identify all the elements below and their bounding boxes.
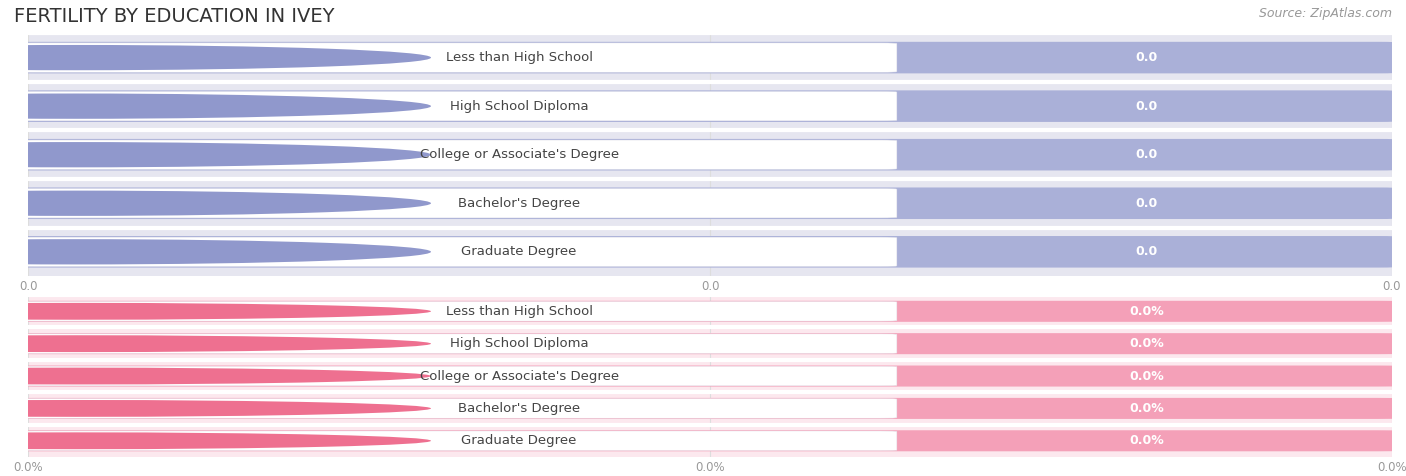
- Text: Graduate Degree: Graduate Degree: [461, 245, 576, 258]
- FancyBboxPatch shape: [14, 366, 1399, 387]
- Circle shape: [0, 367, 432, 385]
- Text: College or Associate's Degree: College or Associate's Degree: [419, 369, 619, 383]
- Text: Less than High School: Less than High School: [446, 51, 592, 64]
- Circle shape: [0, 93, 432, 119]
- FancyBboxPatch shape: [18, 43, 897, 72]
- Text: 0.0: 0.0: [1135, 197, 1157, 210]
- FancyBboxPatch shape: [14, 398, 1399, 419]
- Circle shape: [0, 190, 432, 216]
- Text: 0.0%: 0.0%: [1129, 369, 1164, 383]
- Circle shape: [0, 432, 432, 449]
- FancyBboxPatch shape: [14, 139, 1399, 170]
- FancyBboxPatch shape: [14, 430, 1399, 451]
- FancyBboxPatch shape: [14, 333, 1399, 354]
- Text: High School Diploma: High School Diploma: [450, 337, 588, 350]
- FancyBboxPatch shape: [18, 334, 897, 354]
- Circle shape: [0, 239, 432, 265]
- Circle shape: [0, 142, 432, 168]
- Text: 0.0: 0.0: [1135, 148, 1157, 161]
- FancyBboxPatch shape: [18, 188, 897, 218]
- FancyBboxPatch shape: [18, 140, 897, 169]
- Text: Bachelor's Degree: Bachelor's Degree: [458, 197, 581, 210]
- FancyBboxPatch shape: [14, 236, 1399, 268]
- FancyBboxPatch shape: [14, 90, 1399, 122]
- FancyBboxPatch shape: [14, 42, 1399, 73]
- FancyBboxPatch shape: [14, 301, 1399, 322]
- Text: College or Associate's Degree: College or Associate's Degree: [419, 148, 619, 161]
- Text: Bachelor's Degree: Bachelor's Degree: [458, 402, 581, 415]
- FancyBboxPatch shape: [18, 301, 897, 321]
- Text: Source: ZipAtlas.com: Source: ZipAtlas.com: [1258, 7, 1392, 20]
- Circle shape: [0, 400, 432, 417]
- Text: High School Diploma: High School Diploma: [450, 99, 588, 113]
- Text: 0.0: 0.0: [1135, 99, 1157, 113]
- FancyBboxPatch shape: [18, 366, 897, 386]
- Circle shape: [0, 335, 432, 352]
- Text: 0.0: 0.0: [1135, 245, 1157, 258]
- Text: Graduate Degree: Graduate Degree: [461, 434, 576, 447]
- Text: 0.0%: 0.0%: [1129, 305, 1164, 318]
- FancyBboxPatch shape: [18, 431, 897, 451]
- Text: 0.0%: 0.0%: [1129, 434, 1164, 447]
- Circle shape: [0, 303, 432, 320]
- Text: 0.0%: 0.0%: [1129, 402, 1164, 415]
- Text: FERTILITY BY EDUCATION IN IVEY: FERTILITY BY EDUCATION IN IVEY: [14, 7, 335, 26]
- FancyBboxPatch shape: [18, 237, 897, 267]
- Circle shape: [0, 45, 432, 70]
- FancyBboxPatch shape: [18, 91, 897, 121]
- Text: 0.0%: 0.0%: [1129, 337, 1164, 350]
- FancyBboxPatch shape: [14, 188, 1399, 219]
- FancyBboxPatch shape: [18, 398, 897, 418]
- Text: Less than High School: Less than High School: [446, 305, 592, 318]
- Text: 0.0: 0.0: [1135, 51, 1157, 64]
